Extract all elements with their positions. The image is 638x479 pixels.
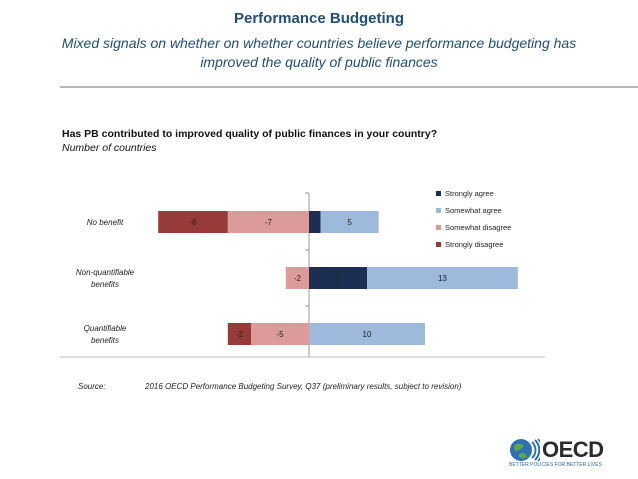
- slide-title: Performance Budgeting: [233, 10, 405, 27]
- legend-label: Somewhat disagree: [445, 223, 511, 232]
- data-label: 10: [363, 330, 372, 339]
- legend-label: Somewhat agree: [445, 206, 502, 215]
- legend-swatch: [436, 208, 441, 213]
- source-label: Source:: [78, 382, 106, 391]
- legend-label: Strongly disagree: [445, 240, 503, 249]
- bar-strongly-agree: [309, 211, 321, 233]
- oecd-wordmark: OECD: [542, 437, 604, 462]
- data-label: -2: [236, 330, 244, 339]
- data-label: -5: [276, 330, 284, 339]
- data-label: 5: [336, 274, 341, 283]
- data-label: -7: [265, 218, 273, 227]
- category-label: Non-quantifiable benefits: [76, 268, 135, 289]
- oecd-tagline: BETTER POLICIES FOR BETTER LIVES: [509, 462, 602, 468]
- bar-somewhat-disagree: [227, 211, 309, 233]
- bar-somewhat-disagree: [285, 267, 309, 289]
- legend-swatch: [436, 225, 441, 230]
- title-divider: [60, 86, 638, 88]
- data-label: 5: [347, 218, 352, 227]
- slide-subtitle: Mixed signals on whether on whether coun…: [61, 35, 577, 70]
- bar-strongly-disagree: [227, 323, 251, 345]
- oecd-logo: OECD BETTER POLICIES FOR BETTER LIVES: [508, 437, 628, 471]
- data-label: 13: [438, 274, 447, 283]
- category-label: No benefit: [87, 218, 124, 227]
- diverging-bar-chart: No benefit Non-quantifiable benefits Quanti…: [60, 189, 545, 358]
- source-text: 2016 OECD Performance Budgeting Survey, …: [145, 382, 462, 391]
- bar-somewhat-disagree: [251, 323, 309, 345]
- chart-subtitle: Number of countries: [62, 142, 157, 154]
- legend-label: Strongly agree: [445, 189, 494, 198]
- oecd-globe-icon: [510, 438, 540, 462]
- bar-somewhat-agree: [320, 211, 379, 233]
- data-label: -2: [294, 274, 302, 283]
- bar-somewhat-agree: [309, 323, 425, 345]
- legend-swatch: [436, 242, 441, 247]
- chart-title: Has PB contributed to improved quality o…: [62, 128, 438, 140]
- data-label: -6: [189, 218, 197, 227]
- bar-somewhat-agree: [367, 267, 518, 289]
- category-label: Quantifiable benefits: [84, 324, 127, 345]
- legend-swatch: [436, 191, 441, 196]
- bar-strongly-agree: [309, 267, 367, 289]
- bar-strongly-disagree: [158, 211, 228, 233]
